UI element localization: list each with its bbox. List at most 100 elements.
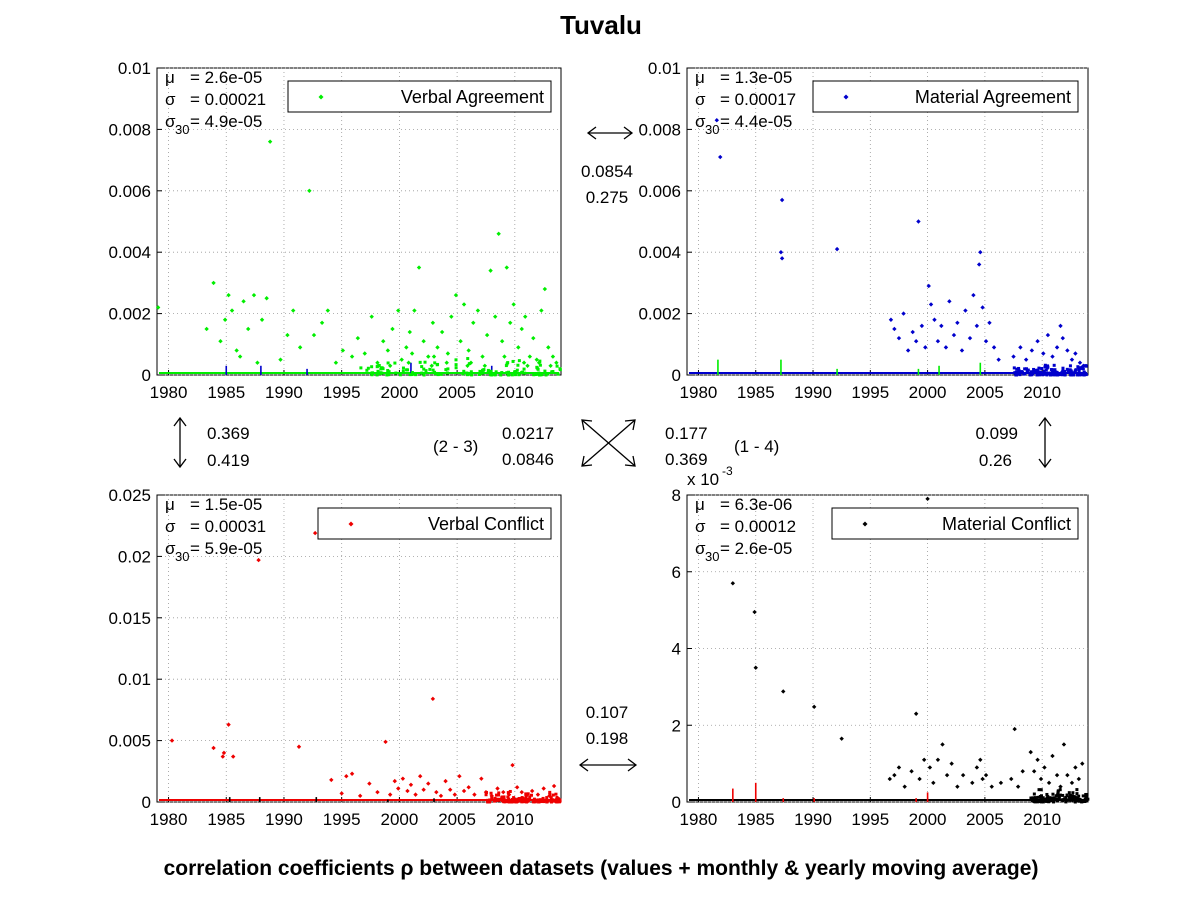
data-point [1078, 373, 1082, 377]
data-point [501, 789, 506, 795]
data-point [508, 789, 512, 793]
data-point [1075, 792, 1079, 796]
legend-box [317, 507, 552, 540]
legend-label: Material Conflict [942, 514, 1071, 534]
x-tick-label: 1990 [265, 383, 303, 402]
data-point [1017, 366, 1021, 370]
data-point [438, 793, 444, 799]
data-point [325, 308, 331, 313]
data-point [420, 365, 424, 369]
data-point [386, 368, 390, 372]
corr-diag23-a: 0.0217 [502, 424, 554, 443]
data-point [931, 780, 936, 786]
data-point [1061, 373, 1065, 377]
data-point [454, 363, 458, 367]
data-point [296, 744, 302, 749]
data-point [940, 742, 945, 747]
data-point [1081, 794, 1085, 798]
data-point [730, 581, 736, 586]
data-point [472, 792, 477, 797]
y-tick-label: 0.01 [648, 59, 681, 78]
data-point [1077, 794, 1081, 798]
legend-marker [318, 94, 324, 100]
data-point [926, 283, 931, 289]
data-point [539, 308, 544, 313]
data-point [500, 371, 504, 375]
stat-value: = 1.3e-05 [720, 68, 792, 87]
data-point [1039, 788, 1043, 792]
data-point [504, 265, 509, 270]
data-point [520, 370, 524, 374]
data-point [484, 793, 488, 797]
data-point [413, 792, 418, 797]
data-point [1067, 795, 1071, 799]
data-point [1050, 753, 1055, 759]
data-point [507, 370, 511, 374]
stat-symbol: σ [165, 517, 176, 536]
data-point [1047, 800, 1051, 804]
stat-symbol: μ [165, 495, 175, 514]
data-point [500, 795, 504, 799]
data-point [506, 361, 510, 365]
legend-marker [348, 521, 354, 527]
stat-symbol: σ [165, 112, 176, 131]
data-point [495, 793, 499, 797]
data-point [1056, 793, 1060, 797]
data-point [909, 769, 914, 774]
data-point [486, 798, 490, 802]
data-point [983, 339, 989, 344]
data-point [1032, 369, 1036, 373]
data-point [557, 800, 561, 804]
data-point [237, 354, 243, 359]
data-point [987, 320, 992, 326]
data-point [536, 798, 540, 802]
data-point [932, 317, 937, 322]
data-point [1084, 798, 1088, 802]
panel-verbal-agreement: 1980 1985 1990 1995 2000 2005 2010 0 0.002 0.004 0… [108, 59, 562, 402]
x-tick-label: 2010 [496, 383, 534, 402]
stat-symbol: μ [695, 495, 705, 514]
data-point [430, 696, 436, 702]
data-point [218, 339, 223, 344]
data-point [513, 373, 517, 377]
data-point [1069, 357, 1075, 362]
data-point [1029, 348, 1035, 353]
data-point [499, 339, 505, 344]
data-point [1048, 371, 1052, 375]
data-point [978, 250, 983, 255]
data-point [1041, 373, 1045, 377]
data-point [517, 373, 521, 377]
data-point [514, 785, 520, 790]
data-point [465, 363, 470, 368]
stat-symbol: σ [165, 90, 176, 109]
data-point [414, 373, 418, 377]
data-point [521, 360, 527, 365]
data-point [340, 348, 346, 353]
data-point [498, 798, 502, 802]
data-point [947, 299, 952, 304]
corr-right-b: 0.26 [979, 451, 1012, 470]
data-point [521, 797, 525, 801]
data-point [516, 345, 521, 350]
data-point [510, 762, 515, 768]
data-point [1068, 793, 1072, 797]
data-point [537, 371, 541, 375]
data-point [888, 317, 894, 322]
data-point [1020, 769, 1025, 774]
data-point [379, 371, 383, 375]
corr-right-a: 0.099 [975, 424, 1018, 443]
data-point [1049, 796, 1053, 800]
data-point [420, 371, 424, 375]
data-point [431, 368, 435, 372]
data-point [264, 296, 269, 301]
data-point [366, 366, 370, 370]
data-point [312, 530, 318, 536]
data-point [1073, 800, 1077, 804]
data-point [387, 373, 391, 377]
data-point [1037, 788, 1041, 792]
data-point [435, 345, 440, 350]
data-point [544, 373, 548, 377]
data-point [1012, 726, 1017, 732]
data-point [538, 363, 542, 367]
data-point [525, 363, 530, 368]
